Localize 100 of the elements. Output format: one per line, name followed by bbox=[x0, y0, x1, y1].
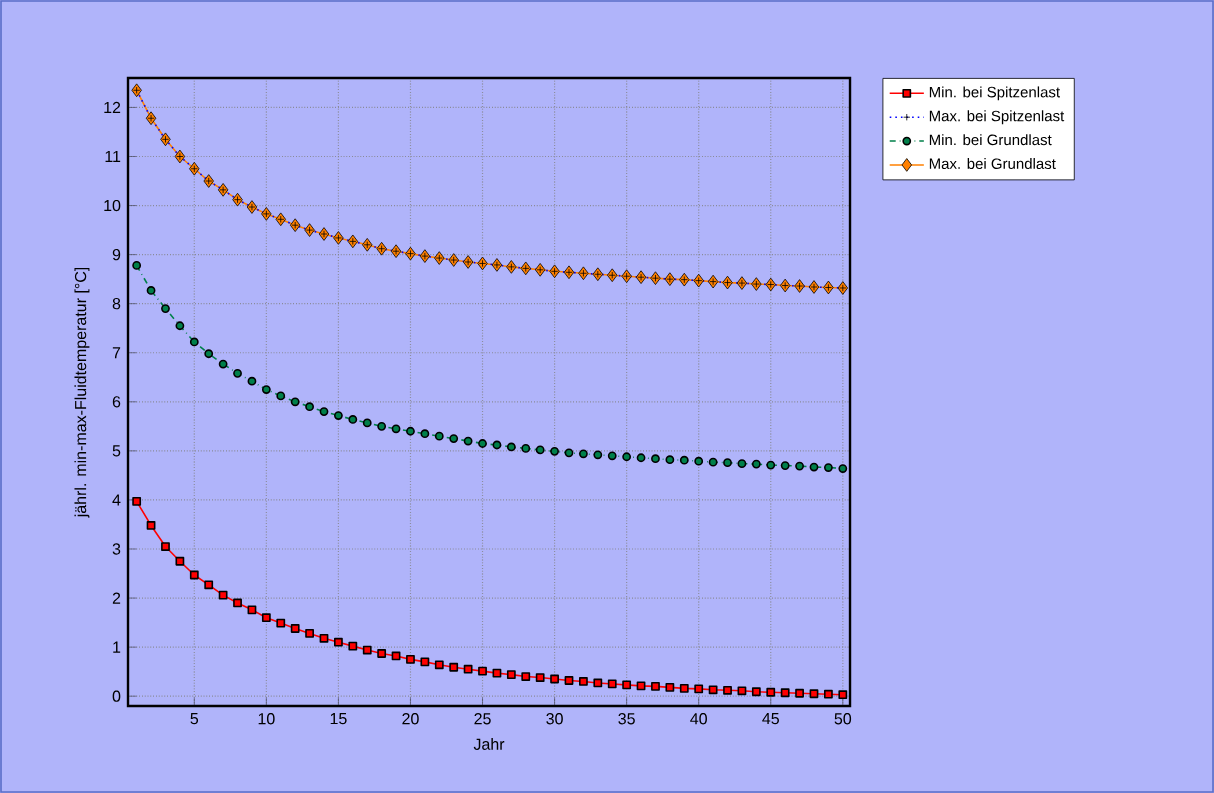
point bbox=[204, 349, 214, 359]
point bbox=[334, 411, 343, 420]
point bbox=[449, 662, 459, 672]
y-tick-label: 9 bbox=[112, 248, 121, 261]
point bbox=[319, 407, 329, 417]
point bbox=[146, 286, 156, 295]
point bbox=[593, 450, 603, 460]
point bbox=[622, 452, 632, 462]
point bbox=[463, 436, 473, 446]
point bbox=[550, 674, 559, 684]
point bbox=[694, 456, 704, 466]
point bbox=[607, 451, 617, 461]
point bbox=[463, 664, 473, 674]
x-tick-label: 45 bbox=[762, 713, 779, 725]
point bbox=[622, 680, 632, 690]
point bbox=[319, 633, 329, 643]
point bbox=[132, 261, 142, 270]
point bbox=[521, 672, 531, 681]
x-tick-label: 50 bbox=[834, 713, 852, 725]
point bbox=[218, 590, 228, 600]
y-tick-label: 10 bbox=[104, 199, 121, 212]
point bbox=[478, 666, 487, 676]
x-tick-label: 5 bbox=[190, 713, 199, 725]
point bbox=[420, 657, 430, 667]
y-tick-label: 1 bbox=[113, 641, 121, 653]
point bbox=[679, 455, 689, 465]
legend-label: Max. bei Spitzenlast bbox=[929, 110, 1065, 125]
point bbox=[593, 678, 603, 688]
y-tick-label: 3 bbox=[112, 543, 121, 555]
point bbox=[550, 446, 559, 456]
point bbox=[809, 462, 819, 472]
x-axis-title: Jahr bbox=[473, 738, 505, 750]
point bbox=[261, 385, 271, 394]
y-tick-label: 6 bbox=[112, 396, 121, 408]
point bbox=[665, 682, 675, 692]
y-tick-label: 5 bbox=[112, 445, 121, 457]
point bbox=[161, 304, 170, 313]
point bbox=[564, 448, 574, 458]
y-tick-label: 2 bbox=[112, 592, 121, 604]
point bbox=[189, 337, 199, 347]
point bbox=[795, 688, 804, 698]
point bbox=[305, 402, 314, 412]
point bbox=[247, 376, 257, 386]
point bbox=[751, 459, 761, 469]
x-tick-label: 25 bbox=[474, 713, 491, 725]
point bbox=[579, 449, 588, 459]
point bbox=[261, 613, 271, 623]
point bbox=[535, 445, 545, 455]
point bbox=[564, 676, 574, 685]
point bbox=[795, 461, 804, 471]
point bbox=[348, 415, 358, 424]
legend-label: Min. bei Grundlast bbox=[929, 134, 1052, 146]
y-tick-label: 0 bbox=[112, 690, 121, 702]
point bbox=[276, 391, 286, 401]
point bbox=[161, 542, 170, 551]
point bbox=[218, 359, 228, 369]
y-tick-label: 8 bbox=[112, 298, 121, 310]
point bbox=[651, 681, 660, 691]
point bbox=[204, 580, 214, 590]
point bbox=[348, 641, 358, 651]
point bbox=[420, 429, 430, 439]
point bbox=[824, 689, 833, 699]
point bbox=[290, 624, 300, 633]
point bbox=[521, 444, 531, 453]
point bbox=[290, 397, 300, 407]
point bbox=[247, 605, 257, 615]
point bbox=[694, 684, 704, 694]
point bbox=[334, 637, 343, 647]
point bbox=[737, 686, 747, 696]
point bbox=[434, 431, 444, 441]
point bbox=[492, 440, 502, 450]
point bbox=[809, 689, 819, 699]
y-axis-title: jährl. min-max-Fluidtemperatur [°C] bbox=[74, 267, 90, 518]
x-tick-label: 20 bbox=[402, 713, 419, 725]
point bbox=[132, 497, 142, 506]
y-tick-label: 11 bbox=[105, 150, 121, 162]
x-tick-label: 10 bbox=[258, 713, 275, 725]
point bbox=[362, 418, 372, 428]
y-tick-label: 4 bbox=[112, 494, 121, 506]
point bbox=[362, 645, 372, 655]
x-tick-label: 35 bbox=[618, 713, 635, 725]
point bbox=[377, 649, 387, 658]
point bbox=[535, 673, 545, 682]
point bbox=[506, 442, 516, 452]
point bbox=[406, 426, 415, 436]
point bbox=[305, 628, 314, 638]
y-tick-label: 7 bbox=[112, 347, 121, 359]
point bbox=[766, 687, 776, 697]
point bbox=[478, 439, 487, 448]
point bbox=[636, 453, 646, 463]
legend-label: Max. bei Grundlast bbox=[929, 158, 1056, 170]
point bbox=[146, 521, 156, 530]
point bbox=[780, 461, 790, 470]
point bbox=[607, 679, 617, 689]
point bbox=[434, 660, 444, 670]
y-tick-label: 12 bbox=[104, 101, 121, 114]
point bbox=[751, 687, 761, 697]
point bbox=[189, 570, 199, 580]
point bbox=[708, 685, 718, 695]
point bbox=[737, 459, 747, 469]
